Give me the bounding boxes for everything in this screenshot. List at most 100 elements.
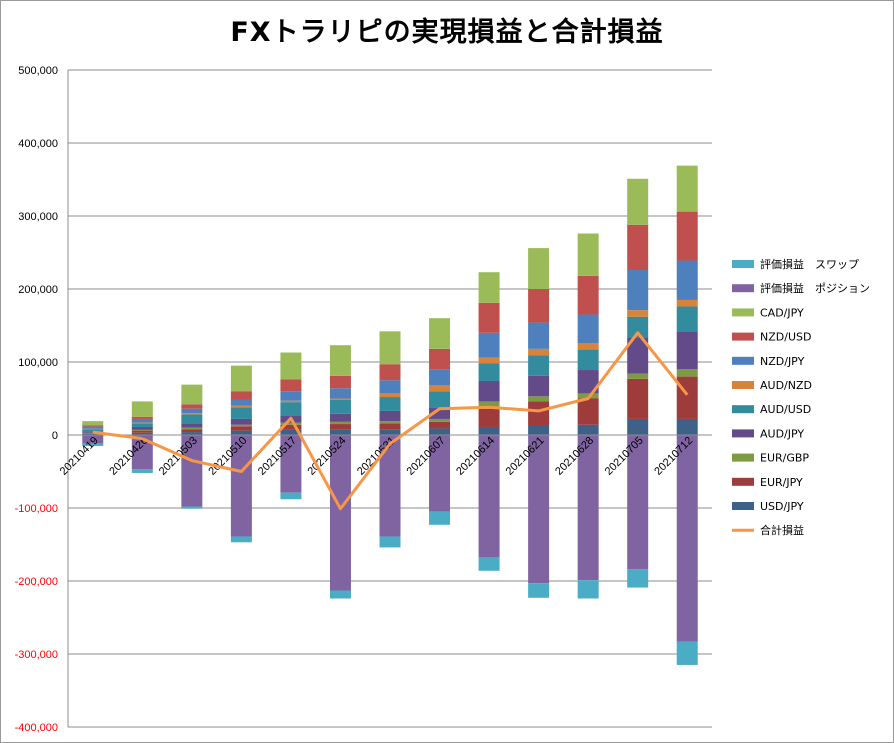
bar-segment — [528, 435, 550, 584]
bar-segment — [379, 364, 401, 381]
bar-segment — [280, 400, 302, 403]
bar-segment — [82, 435, 104, 444]
legend-swatch — [732, 429, 754, 438]
bar-segment — [478, 332, 500, 358]
bar-segment — [329, 345, 351, 376]
bar-segment — [82, 429, 104, 432]
bar-segment — [676, 306, 698, 332]
bar-segment — [478, 363, 500, 381]
bar-segment — [181, 404, 203, 409]
legend-swatch — [732, 284, 754, 293]
bar-segment — [181, 414, 203, 424]
bar-segment — [577, 314, 599, 344]
bar-segment — [528, 396, 550, 402]
bar-segment — [577, 349, 599, 371]
bar-segment — [676, 260, 698, 300]
bar-segment — [676, 211, 698, 261]
y-tick-label: -100,000 — [15, 503, 58, 515]
bar-segment — [429, 435, 451, 512]
bar-segment — [230, 435, 252, 537]
bar-segment — [528, 248, 550, 289]
bar-segment — [528, 348, 550, 356]
legend-swatch — [732, 332, 754, 341]
bar-segment — [627, 373, 649, 379]
bar-segment — [478, 557, 500, 571]
bar-segment — [230, 365, 252, 392]
bar-segment — [230, 399, 252, 406]
bar-segment — [478, 302, 500, 333]
bar-segment — [577, 343, 599, 350]
bar-segment — [627, 378, 649, 419]
bar-segment — [627, 569, 649, 588]
bar-segment — [429, 348, 451, 370]
bar-segment — [181, 429, 203, 433]
bar-segment — [379, 410, 401, 422]
bar-segment — [280, 429, 302, 435]
bar-segment — [82, 433, 104, 435]
legend-label: EUR/GBP — [760, 452, 809, 465]
bar-segment — [131, 418, 153, 423]
legend-label: 評価損益 ポジション — [760, 281, 870, 295]
bar-segment — [528, 289, 550, 323]
bar-segment — [627, 224, 649, 271]
legend-swatch — [732, 260, 754, 268]
bar-segment — [329, 375, 351, 389]
bar-segment — [528, 322, 550, 349]
bar-segment — [379, 380, 401, 394]
bar-segment — [528, 375, 550, 397]
bar-segment — [131, 435, 153, 470]
bar-segment — [82, 443, 104, 446]
bar-segment — [478, 426, 500, 435]
bar-segment — [181, 432, 203, 435]
bar-segment — [379, 331, 401, 365]
y-tick-label: 500,000 — [18, 65, 58, 77]
bar-segment — [379, 393, 401, 398]
legend-swatch — [732, 502, 754, 510]
legend-swatch — [732, 453, 754, 462]
bar-segment — [478, 357, 500, 364]
bar-segment — [577, 398, 599, 425]
bar-segment — [181, 408, 203, 414]
bar-segment — [429, 511, 451, 525]
bar-segment — [429, 318, 451, 349]
bar-segment — [131, 432, 153, 435]
bar-segment — [329, 424, 351, 430]
bar-segment — [82, 425, 104, 427]
y-tick-label: 0 — [52, 430, 58, 442]
bar-segment — [131, 423, 153, 427]
bar-segment — [577, 424, 599, 435]
legend-swatch — [732, 381, 754, 389]
bar-segment — [230, 391, 252, 400]
bar-segment — [230, 426, 252, 431]
bar-segment — [379, 423, 401, 430]
bar-segment — [577, 393, 599, 399]
bar-segment — [676, 331, 698, 370]
bar-segment — [478, 380, 500, 402]
legend-label: NZD/USD — [760, 331, 811, 344]
bar-segment — [230, 405, 252, 408]
bar-segment — [676, 369, 698, 377]
bar-segment — [676, 299, 698, 307]
bar-segment — [379, 421, 401, 424]
bar-segment — [131, 426, 153, 430]
bar-segment — [181, 506, 203, 509]
bar-segment — [280, 422, 302, 425]
bar-segment — [577, 275, 599, 315]
bar-segment — [478, 408, 500, 427]
bar-segment — [627, 316, 649, 338]
bar-segment — [280, 435, 302, 493]
bar-segment — [280, 379, 302, 392]
bar-segment — [676, 418, 698, 435]
bar-segment — [577, 435, 599, 581]
legend-label: EUR/JPY — [760, 476, 803, 489]
total-line — [92, 331, 689, 511]
legend-label: 評価損益 スワップ — [760, 257, 859, 271]
bar-segment — [329, 398, 351, 400]
bar-segment — [131, 430, 153, 433]
bar-segment — [577, 370, 599, 394]
legend-label: USD/JPY — [760, 500, 804, 513]
bar-segment — [181, 413, 203, 415]
bar-segment — [528, 401, 550, 426]
bar-segment — [230, 407, 252, 419]
